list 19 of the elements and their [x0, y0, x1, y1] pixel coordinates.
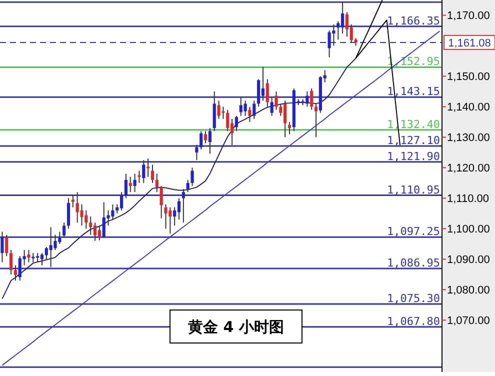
y-tick-label: 1,090.00 — [447, 254, 490, 266]
y-tick-label: 1,150.00 — [447, 71, 490, 84]
ref-line-label: 1,097.25 — [387, 225, 440, 238]
y-tick-label: 1,080.00 — [447, 284, 490, 297]
ref-line-label: 1,121.90 — [387, 150, 440, 163]
ref-line-label: 1,075.30 — [387, 292, 440, 306]
y-tick-label: 1,100.00 — [447, 224, 490, 236]
ref-line-label: 1,110.95 — [387, 183, 440, 196]
ref-line-label: 1,086.95 — [387, 256, 440, 270]
y-tick-label: 1,140.00 — [447, 102, 490, 114]
ref-line-label: 1,161.08 — [448, 37, 491, 50]
text: 黄金 4 小时图 — [187, 318, 284, 336]
y-tick-label: 1,070.00 — [447, 315, 490, 328]
ref-line-label: 1,067.80 — [387, 314, 440, 328]
y-tick-label: 1,170.00 — [447, 10, 490, 22]
y-tick-label: 1,110.00 — [447, 193, 490, 206]
y-tick-label: 1,130.00 — [447, 132, 490, 144]
y-tick-label: 1,120.00 — [447, 162, 490, 175]
ref-line-label: 1,166.35 — [387, 14, 440, 28]
